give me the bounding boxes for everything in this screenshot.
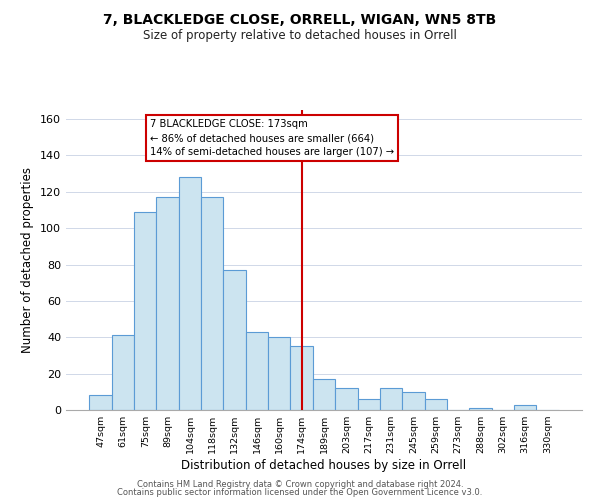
Bar: [246, 332, 268, 410]
Text: Contains HM Land Registry data © Crown copyright and database right 2024.: Contains HM Land Registry data © Crown c…: [137, 480, 463, 489]
Bar: [157, 198, 179, 410]
Bar: [335, 388, 358, 410]
Bar: [290, 346, 313, 410]
X-axis label: Distribution of detached houses by size in Orrell: Distribution of detached houses by size …: [181, 459, 467, 472]
Bar: [514, 404, 536, 410]
Bar: [89, 396, 112, 410]
Bar: [313, 379, 335, 410]
Bar: [425, 399, 447, 410]
Text: 7 BLACKLEDGE CLOSE: 173sqm
← 86% of detached houses are smaller (664)
14% of sem: 7 BLACKLEDGE CLOSE: 173sqm ← 86% of deta…: [150, 119, 394, 157]
Bar: [112, 336, 134, 410]
Bar: [223, 270, 246, 410]
Bar: [380, 388, 402, 410]
Bar: [134, 212, 157, 410]
Bar: [268, 338, 290, 410]
Bar: [358, 399, 380, 410]
Y-axis label: Number of detached properties: Number of detached properties: [22, 167, 34, 353]
Bar: [402, 392, 425, 410]
Text: Contains public sector information licensed under the Open Government Licence v3: Contains public sector information licen…: [118, 488, 482, 497]
Text: Size of property relative to detached houses in Orrell: Size of property relative to detached ho…: [143, 29, 457, 42]
Bar: [201, 198, 223, 410]
Text: 7, BLACKLEDGE CLOSE, ORRELL, WIGAN, WN5 8TB: 7, BLACKLEDGE CLOSE, ORRELL, WIGAN, WN5 …: [103, 12, 497, 26]
Bar: [179, 178, 201, 410]
Bar: [469, 408, 491, 410]
